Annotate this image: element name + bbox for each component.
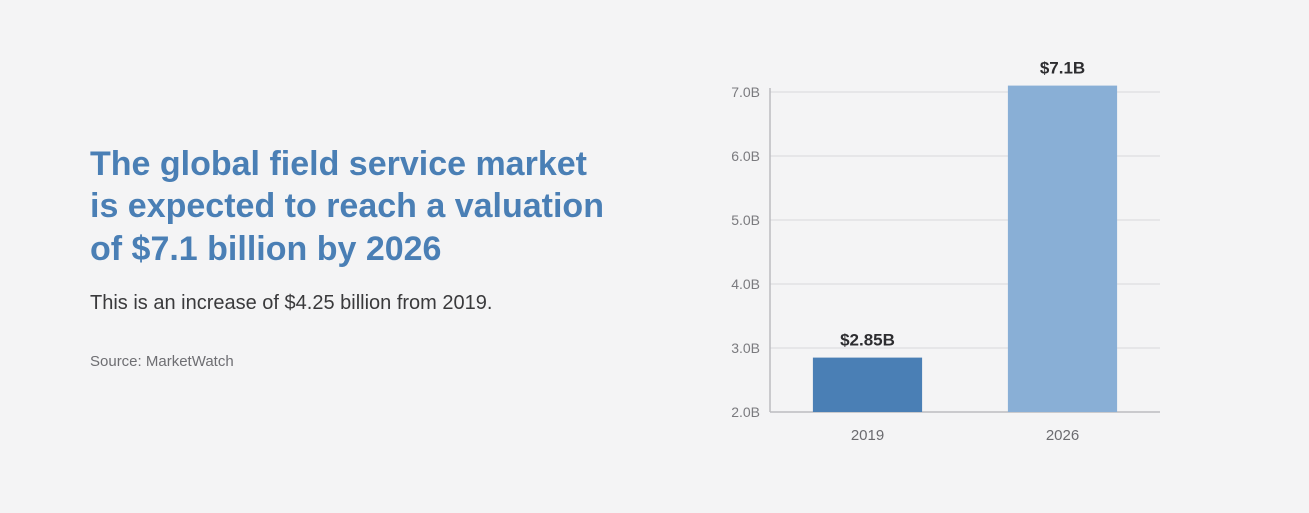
y-tick-label: 6.0B — [731, 148, 760, 164]
bar-chart-svg: 2.0B 3.0B 4.0B 5.0B 6.0B 7.0B $2.85B 2019 $7.1B 2… — [700, 42, 1170, 472]
x-tick-label: 2019 — [850, 427, 883, 444]
source-line: Source: MarketWatch — [90, 353, 610, 370]
source-name: MarketWatch — [146, 353, 234, 370]
source-prefix: Source: — [90, 353, 146, 370]
y-tick-label: 5.0B — [731, 212, 760, 228]
x-tick-label: 2026 — [1045, 427, 1078, 444]
text-column: The global field service market is expec… — [90, 143, 650, 371]
y-tick-label: 4.0B — [731, 276, 760, 292]
bar-value-label: $2.85B — [840, 330, 895, 349]
bar-value-label: $7.1B — [1039, 58, 1084, 77]
y-tick-label: 3.0B — [731, 340, 760, 356]
bar — [812, 357, 921, 411]
subline: This is an increase of $4.25 billion fro… — [90, 292, 610, 315]
y-tick-label: 7.0B — [731, 84, 760, 100]
chart-column: 2.0B 3.0B 4.0B 5.0B 6.0B 7.0B $2.85B 2019 $7.1B 2… — [650, 0, 1219, 513]
y-tick-label: 2.0B — [731, 404, 760, 420]
headline: The global field service market is expec… — [90, 143, 610, 271]
bar — [1007, 85, 1116, 411]
bar-chart: 2.0B 3.0B 4.0B 5.0B 6.0B 7.0B $2.85B 2019 $7.1B 2… — [700, 42, 1170, 472]
